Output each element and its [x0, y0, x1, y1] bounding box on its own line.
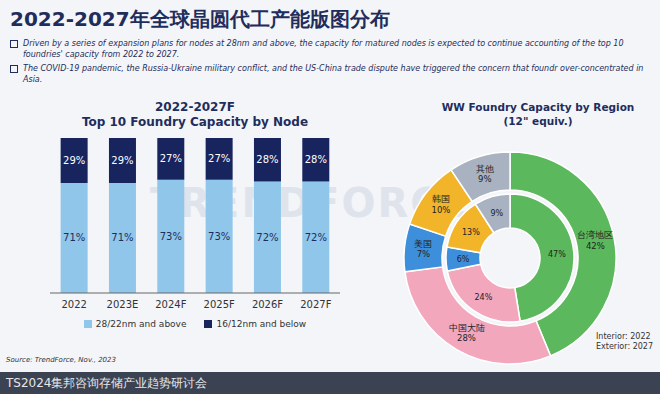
svg-text:72%: 72% [305, 232, 327, 243]
svg-text:71%: 71% [111, 232, 133, 243]
svg-text:71%: 71% [63, 232, 85, 243]
svg-text:其他9%: 其他9% [476, 164, 494, 184]
svg-text:2024F: 2024F [155, 299, 186, 310]
svg-text:台湾地区42%: 台湾地区42% [577, 230, 613, 250]
svg-text:韩国10%: 韩国10% [432, 194, 451, 214]
svg-text:29%: 29% [111, 155, 133, 166]
svg-text:73%: 73% [160, 231, 182, 242]
svg-text:2022: 2022 [61, 299, 86, 310]
svg-text:2027F: 2027F [300, 299, 331, 310]
svg-text:27%: 27% [208, 153, 230, 164]
svg-text:27%: 27% [160, 153, 182, 164]
svg-text:9%: 9% [490, 209, 503, 218]
svg-text:29%: 29% [63, 155, 85, 166]
svg-text:2026F: 2026F [252, 299, 283, 310]
svg-text:2023E: 2023E [107, 299, 139, 310]
svg-text:美国7%: 美国7% [414, 239, 432, 259]
svg-text:2025F: 2025F [204, 299, 235, 310]
svg-text:6%: 6% [457, 255, 470, 264]
svg-text:中国大陆28%: 中国大陆28% [449, 323, 485, 343]
svg-text:28%: 28% [256, 154, 278, 165]
svg-text:73%: 73% [208, 231, 230, 242]
svg-text:13%: 13% [462, 228, 480, 237]
svg-text:24%: 24% [474, 293, 492, 302]
svg-text:28%: 28% [305, 154, 327, 165]
svg-text:47%: 47% [548, 250, 566, 259]
svg-text:72%: 72% [256, 232, 278, 243]
